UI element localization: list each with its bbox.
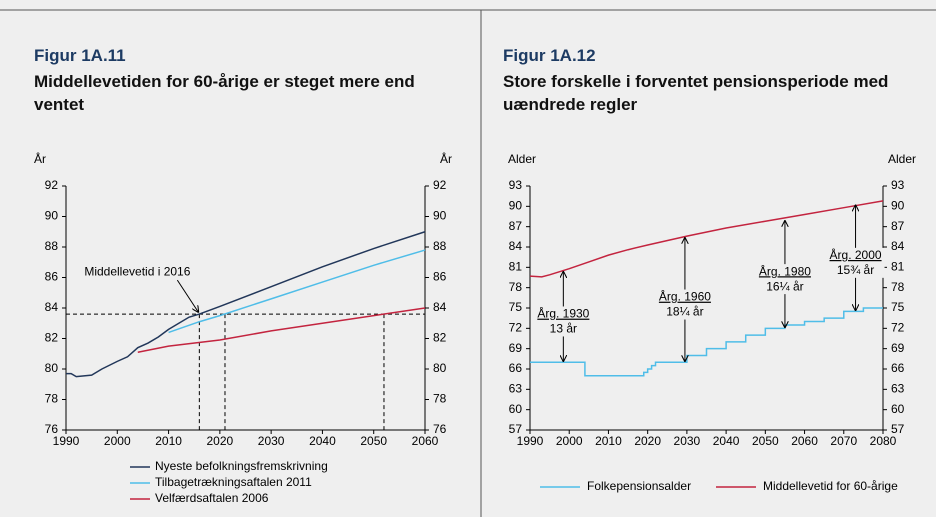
y-tick-label: 72 bbox=[509, 321, 523, 335]
y-tick-label: 57 bbox=[891, 422, 905, 436]
x-tick-label: 2010 bbox=[595, 434, 622, 448]
y-tick-label: 80 bbox=[433, 361, 447, 375]
y-tick-label: 84 bbox=[509, 239, 523, 253]
series-line bbox=[530, 307, 883, 377]
y-tick-label: 82 bbox=[433, 331, 447, 345]
y-tick-label: 80 bbox=[45, 361, 59, 375]
x-tick-label: 2040 bbox=[309, 434, 336, 448]
span-value: 15¾ år bbox=[837, 263, 874, 277]
y-tick-label: 88 bbox=[433, 239, 447, 253]
series-line bbox=[168, 249, 426, 334]
y-tick-label: 90 bbox=[433, 209, 447, 223]
y-axis-label: Alder bbox=[888, 152, 916, 166]
y-tick-label: 78 bbox=[509, 280, 523, 294]
x-tick-label: 1990 bbox=[517, 434, 544, 448]
y-tick-label: 75 bbox=[509, 300, 523, 314]
legend-label: Tilbagetrækningsaftalen 2011 bbox=[155, 475, 312, 489]
legend-label: Folkepensionsalder bbox=[587, 479, 691, 493]
y-tick-label: 87 bbox=[509, 219, 523, 233]
y-tick-label: 84 bbox=[891, 239, 905, 253]
y-tick-label: 75 bbox=[891, 300, 905, 314]
figure-number: Figur 1A.12 bbox=[503, 46, 596, 65]
x-tick-label: 2050 bbox=[360, 434, 387, 448]
x-tick-label: 2030 bbox=[674, 434, 701, 448]
span-label: Årg. 2000 bbox=[830, 247, 882, 262]
x-tick-label: 2030 bbox=[258, 434, 285, 448]
x-tick-label: 2080 bbox=[870, 434, 897, 448]
y-tick-label: 93 bbox=[509, 178, 523, 192]
span-label: Årg. 1980 bbox=[759, 263, 811, 278]
x-tick-label: 2020 bbox=[207, 434, 234, 448]
y-tick-label: 76 bbox=[433, 422, 447, 436]
figure-number: Figur 1A.11 bbox=[34, 46, 126, 65]
y-tick-label: 66 bbox=[891, 361, 905, 375]
x-tick-label: 1990 bbox=[53, 434, 80, 448]
y-tick-label: 63 bbox=[509, 382, 523, 396]
series-line bbox=[137, 307, 426, 353]
y-axis-label: Alder bbox=[508, 152, 536, 166]
span-label: Årg. 1960 bbox=[659, 289, 711, 304]
annotation-arrow bbox=[176, 279, 198, 312]
chart-title: Middellevetiden for 60-årige er steget m… bbox=[34, 72, 415, 114]
legend-label: Nyeste befolkningsfremskrivning bbox=[155, 459, 328, 473]
y-tick-label: 57 bbox=[509, 422, 523, 436]
span-value: 18¼ år bbox=[666, 305, 703, 319]
y-tick-label: 90 bbox=[45, 209, 59, 223]
y-tick-label: 87 bbox=[891, 219, 905, 233]
y-axis-label: År bbox=[34, 151, 46, 166]
y-tick-label: 84 bbox=[433, 300, 447, 314]
y-tick-label: 82 bbox=[45, 331, 59, 345]
y-tick-label: 60 bbox=[509, 402, 523, 416]
y-tick-label: 90 bbox=[891, 199, 905, 213]
span-value: 16¼ år bbox=[766, 279, 803, 293]
y-tick-label: 78 bbox=[45, 392, 59, 406]
y-tick-label: 86 bbox=[45, 270, 59, 284]
label-box bbox=[655, 289, 714, 320]
label-box bbox=[534, 306, 593, 337]
y-tick-label: 84 bbox=[45, 300, 59, 314]
y-axis-label: År bbox=[440, 151, 452, 166]
label-box bbox=[826, 247, 885, 278]
legend-label: Velfærdsaftalen 2006 bbox=[155, 491, 269, 505]
legend-label: Middellevetid for 60-årige bbox=[763, 479, 898, 493]
y-tick-label: 81 bbox=[509, 260, 523, 274]
x-tick-label: 2040 bbox=[713, 434, 740, 448]
y-tick-label: 78 bbox=[891, 280, 905, 294]
y-tick-label: 92 bbox=[433, 178, 447, 192]
y-tick-label: 78 bbox=[433, 392, 447, 406]
x-tick-label: 2020 bbox=[634, 434, 661, 448]
x-tick-label: 2060 bbox=[412, 434, 439, 448]
y-tick-label: 72 bbox=[891, 321, 905, 335]
annotation: Middellevetid i 2016 bbox=[84, 264, 190, 278]
series-line bbox=[66, 231, 426, 378]
x-tick-label: 2000 bbox=[556, 434, 583, 448]
y-tick-label: 60 bbox=[891, 402, 905, 416]
y-tick-label: 93 bbox=[891, 178, 905, 192]
y-tick-label: 66 bbox=[509, 361, 523, 375]
x-tick-label: 2000 bbox=[104, 434, 131, 448]
x-tick-label: 2060 bbox=[791, 434, 818, 448]
span-label: Årg. 1930 bbox=[537, 306, 589, 321]
label-box bbox=[755, 264, 814, 295]
y-tick-label: 88 bbox=[45, 239, 59, 253]
y-tick-label: 92 bbox=[45, 178, 59, 192]
y-tick-label: 81 bbox=[891, 260, 905, 274]
x-tick-label: 2050 bbox=[752, 434, 779, 448]
y-tick-label: 63 bbox=[891, 382, 905, 396]
x-tick-label: 2070 bbox=[830, 434, 857, 448]
y-tick-label: 86 bbox=[433, 270, 447, 284]
series-line bbox=[529, 200, 884, 278]
y-tick-label: 69 bbox=[509, 341, 523, 355]
x-tick-label: 2010 bbox=[155, 434, 182, 448]
chart-title: Store forskelle i forventet pensionsperi… bbox=[503, 72, 889, 114]
y-tick-label: 90 bbox=[509, 199, 523, 213]
span-value: 13 år bbox=[550, 322, 577, 336]
y-tick-label: 69 bbox=[891, 341, 905, 355]
y-tick-label: 76 bbox=[45, 422, 59, 436]
